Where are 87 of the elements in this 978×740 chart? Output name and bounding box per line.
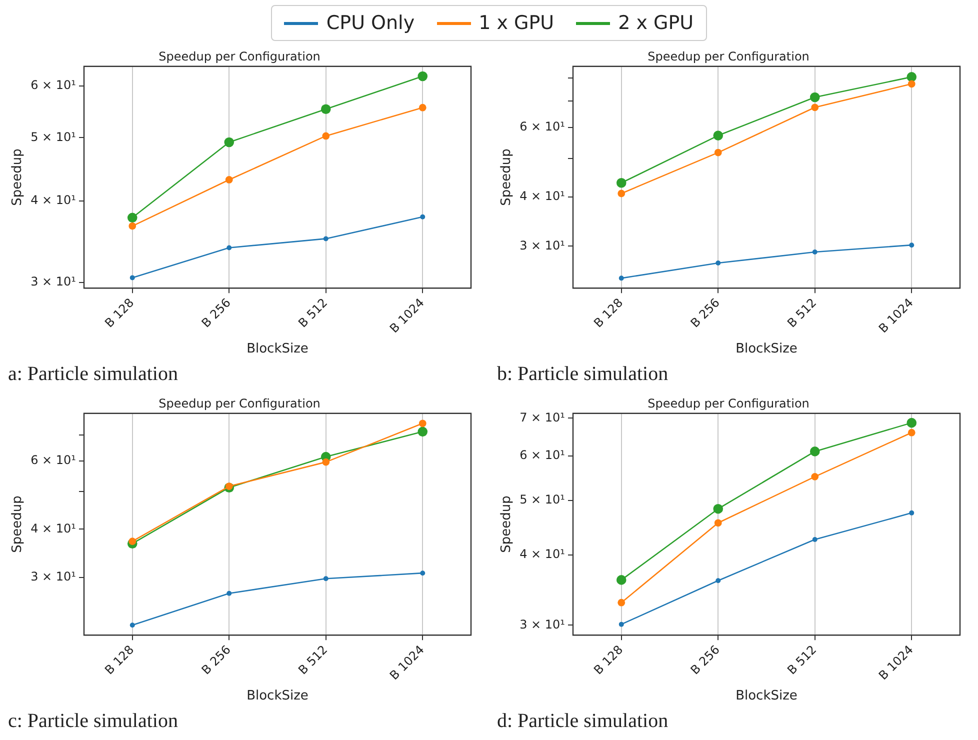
y-tick-label: 3 × 10¹ xyxy=(30,274,76,289)
point xyxy=(908,80,916,88)
y-tick-label: 5 × 10¹ xyxy=(520,492,566,507)
point xyxy=(714,519,722,527)
point xyxy=(225,176,233,184)
chart-title: Speedup per Configuration xyxy=(158,49,320,64)
y-tick-label: 3 × 10¹ xyxy=(30,570,76,584)
chart-title: Speedup per Configuration xyxy=(648,49,810,64)
point xyxy=(909,242,914,248)
x-tick-label: B 128 xyxy=(102,296,137,330)
point xyxy=(130,622,135,628)
point xyxy=(811,472,819,480)
y-tick-label: 4 × 10¹ xyxy=(30,193,76,208)
point xyxy=(420,570,426,576)
point xyxy=(811,104,819,112)
y-axis-title: Speedup xyxy=(499,148,514,206)
point xyxy=(616,575,626,585)
y-tick-label: 6 × 10¹ xyxy=(30,78,76,92)
y-tick-label: 4 × 10¹ xyxy=(520,547,566,562)
point xyxy=(812,250,818,255)
point xyxy=(420,214,426,220)
point xyxy=(418,426,428,437)
point xyxy=(127,212,138,223)
point xyxy=(418,71,428,82)
y-axis-title: Speedup xyxy=(10,148,26,206)
point xyxy=(322,132,330,140)
x-tick-label: B 128 xyxy=(102,642,137,678)
point xyxy=(225,482,233,490)
x-tick-label: B 512 xyxy=(784,642,820,678)
legend-label: 2 x GPU xyxy=(618,12,694,34)
y-axis-title: Speedup xyxy=(10,496,26,553)
y-tick-label: 5 × 10¹ xyxy=(30,130,76,144)
y-axis-title: Speedup xyxy=(499,496,514,553)
point xyxy=(322,458,330,466)
x-tick-label: B 512 xyxy=(296,642,330,678)
point xyxy=(130,275,135,280)
point xyxy=(906,418,917,428)
point xyxy=(224,137,234,148)
y-tick-label: 7 × 10¹ xyxy=(520,410,566,424)
y-tick-label: 6 × 10¹ xyxy=(520,119,566,134)
point xyxy=(716,578,721,584)
text: d: Particle simulation xyxy=(496,709,670,734)
x-tick-label: B 512 xyxy=(296,296,330,330)
point xyxy=(713,130,724,140)
y-tick-label: 4 × 10¹ xyxy=(30,521,76,536)
text: b: Particle simulation xyxy=(496,362,670,387)
point xyxy=(128,222,136,230)
point xyxy=(812,537,818,542)
point xyxy=(128,538,136,546)
x-tick-label: B 512 xyxy=(784,296,820,330)
chart-title: Speedup per Configuration xyxy=(158,396,320,410)
x-tick-label: B 128 xyxy=(591,296,626,330)
x-axis-title: BlockSize xyxy=(246,688,308,704)
point xyxy=(618,276,624,281)
point xyxy=(226,590,232,596)
x-tick-label: B 128 xyxy=(591,642,626,678)
point xyxy=(618,622,624,627)
text: c: Particle simulation xyxy=(7,709,179,734)
chart-title: Speedup per Configuration xyxy=(648,396,810,410)
y-tick-label: 6 × 10¹ xyxy=(30,453,76,468)
point xyxy=(716,260,721,266)
y-tick-label: 6 × 10¹ xyxy=(520,448,566,462)
point xyxy=(909,510,914,516)
point xyxy=(713,504,724,514)
point xyxy=(418,104,426,112)
text: a: Particle simulation xyxy=(7,362,179,387)
point xyxy=(908,428,916,436)
point xyxy=(616,178,626,188)
x-axis-title: BlockSize xyxy=(736,688,798,704)
point xyxy=(906,72,917,82)
y-tick-label: 3 × 10¹ xyxy=(520,238,566,252)
point xyxy=(323,576,328,582)
legend-label: CPU Only xyxy=(326,12,415,34)
point xyxy=(810,446,820,456)
y-tick-label: 4 × 10¹ xyxy=(520,189,566,204)
point xyxy=(323,236,328,242)
point xyxy=(320,104,331,114)
point xyxy=(810,92,820,102)
point xyxy=(618,190,626,198)
point xyxy=(418,420,426,428)
legend-label: 1 x GPU xyxy=(478,12,554,34)
x-axis-title: BlockSize xyxy=(246,342,308,357)
y-tick-label: 3 × 10¹ xyxy=(520,617,566,632)
point xyxy=(226,245,232,250)
point xyxy=(618,598,626,606)
x-axis-title: BlockSize xyxy=(736,342,798,357)
point xyxy=(714,148,722,156)
